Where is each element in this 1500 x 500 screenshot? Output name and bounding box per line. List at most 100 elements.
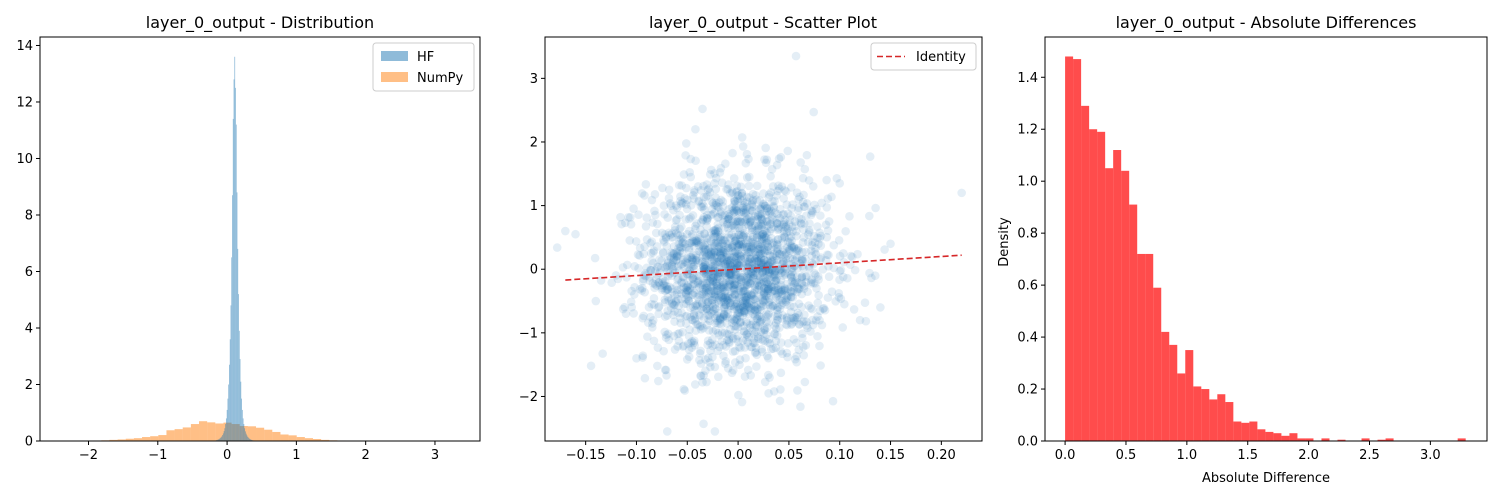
scatter-point (687, 262, 696, 272)
scatter-point (675, 224, 684, 234)
scatter-point (704, 265, 714, 275)
scatter-point (705, 276, 714, 285)
scatter-point (726, 287, 736, 297)
scatter-point (629, 309, 638, 318)
scatter-point (692, 236, 702, 246)
difference-histogram-bar (1265, 431, 1274, 441)
scatter-point (762, 203, 772, 213)
scatter-point (709, 247, 718, 256)
scatter-point (742, 319, 752, 328)
scatter-point (742, 242, 752, 252)
scatter-point (660, 365, 670, 375)
scatter-point (761, 266, 771, 275)
scatter-point (710, 290, 720, 299)
scatter-point (796, 158, 805, 167)
scatter-point (716, 195, 726, 205)
scatter-point (729, 284, 738, 293)
scatter-point (769, 387, 779, 396)
scatter-point (776, 368, 786, 378)
scatter-point (702, 282, 712, 292)
scatter-point (711, 247, 720, 257)
scatter-point (743, 273, 753, 283)
scatter-point (740, 228, 749, 238)
scatter-xtick-label: 0.05 (774, 448, 803, 463)
scatter-point (792, 357, 801, 367)
scatter-point (710, 252, 719, 262)
distribution-ytick-label: 4 (25, 321, 33, 336)
scatter-point (780, 270, 790, 279)
scatter-point (733, 259, 743, 269)
scatter-point (710, 239, 720, 248)
scatter-point (717, 336, 727, 346)
scatter-point (670, 300, 679, 310)
scatter-point (620, 302, 629, 312)
scatter-point (730, 289, 739, 299)
scatter-point (770, 269, 779, 279)
scatter-point (702, 238, 711, 247)
scatter-point (673, 308, 683, 317)
scatter-point (747, 290, 757, 300)
scatter-point (770, 267, 780, 277)
scatter-point (739, 272, 748, 282)
scatter-point (650, 189, 660, 199)
scatter-point (689, 242, 699, 251)
scatter-point (750, 302, 760, 311)
scatter-point (638, 353, 647, 362)
scatter-point (735, 282, 745, 292)
scatter-point (682, 285, 692, 295)
scatter-point (802, 321, 811, 330)
scatter-point (759, 234, 769, 244)
scatter-point (735, 303, 744, 313)
scatter-point (742, 197, 752, 206)
scatter-point (710, 232, 719, 241)
scatter-point (787, 236, 796, 246)
scatter-point (699, 262, 708, 271)
scatter-point (712, 253, 722, 263)
scatter-point (739, 306, 749, 316)
scatter-point (658, 278, 667, 287)
scatter-point (719, 217, 728, 227)
scatter-point (792, 351, 801, 361)
scatter-point (785, 238, 795, 247)
scatter-point (701, 295, 711, 304)
scatter-point (765, 251, 775, 261)
hf-histogram-bar (225, 418, 227, 441)
scatter-point (757, 315, 767, 324)
scatter-point (731, 202, 741, 212)
scatter-point (689, 279, 698, 289)
scatter-point (777, 182, 787, 191)
hf-histogram-bar (242, 418, 244, 441)
scatter-point (662, 371, 671, 380)
scatter-point (712, 311, 722, 320)
scatter-point (723, 219, 733, 229)
scatter-point (715, 257, 724, 266)
scatter-point (691, 221, 700, 231)
scatter-point (730, 346, 740, 356)
scatter-point (744, 257, 754, 266)
scatter-point (689, 338, 699, 347)
difference-histogram-bar (1193, 386, 1202, 441)
scatter-point (690, 188, 699, 197)
scatter-point (681, 242, 691, 252)
scatter-point (705, 311, 714, 320)
scatter-point (730, 290, 740, 300)
scatter-point (710, 309, 719, 319)
scatter-point (765, 250, 774, 260)
scatter-point (773, 209, 782, 219)
scatter-point (709, 248, 719, 257)
scatter-point (707, 197, 717, 206)
scatter-point (777, 250, 787, 260)
scatter-point (702, 278, 712, 288)
scatter-point (637, 286, 647, 295)
scatter-point (735, 240, 745, 250)
scatter-point (754, 281, 764, 291)
numpy-histogram-bar (182, 427, 191, 441)
scatter-point (750, 305, 760, 315)
scatter-point (752, 256, 762, 266)
scatter-point (836, 265, 846, 275)
scatter-point (695, 355, 704, 365)
scatter-point (773, 223, 783, 232)
scatter-point (590, 253, 600, 263)
scatter-point (767, 164, 777, 174)
scatter-point (729, 264, 739, 273)
